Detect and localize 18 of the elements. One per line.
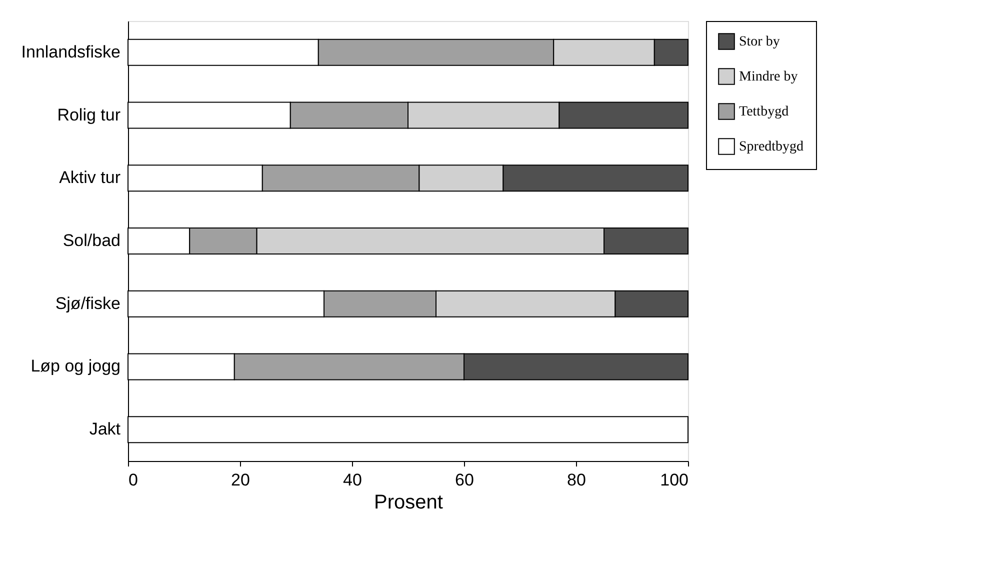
legend-label: Stor by: [739, 34, 780, 50]
x-tick-label: 80: [567, 470, 586, 490]
legend-label: Tettbygd: [739, 104, 789, 120]
y-tick-label: Aktiv tur: [59, 168, 121, 188]
x-tick-label: 100: [660, 470, 688, 490]
x-tick-label: 60: [455, 470, 474, 490]
y-tick-label: Jakt: [89, 420, 121, 439]
y-tick-label: Sjø/fiske: [55, 294, 120, 313]
legend-label: Mindre by: [739, 70, 798, 84]
x-tick-label: 20: [231, 470, 250, 490]
x-tick-label: 40: [343, 470, 362, 490]
y-tick-label: Sol/bad: [62, 231, 120, 250]
y-tick-label: Løp og jogg: [30, 356, 120, 376]
y-tick-label: Rolig tur: [57, 105, 121, 124]
y-tick-label: Innlandsfiske: [21, 42, 120, 62]
x-axis-title: Prosent: [374, 492, 444, 514]
x-tick-label: 0: [128, 470, 138, 490]
legend-label: Spredtbygd: [739, 140, 804, 154]
